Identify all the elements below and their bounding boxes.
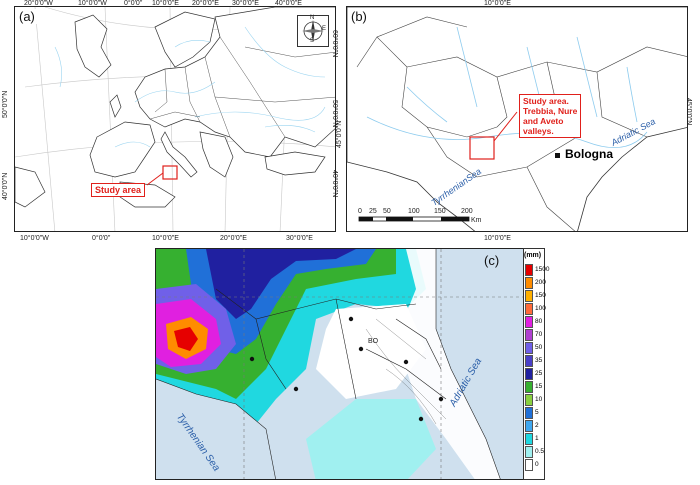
legend-label: 25 [535,370,543,377]
legend-swatch [525,420,533,432]
legend-label: 80 [535,318,543,325]
legend-swatch [525,446,533,458]
legend-label: 150 [535,292,546,299]
city-code-bo: BO [368,338,379,345]
pa-bottom-tick: 0°0'0" [92,235,111,242]
compass-rose-icon: N E S [297,15,329,47]
legend-swatch [525,407,533,419]
study-label-line: Study area. [523,96,569,106]
legend-label: 50 [535,344,543,351]
bologna-marker [555,153,560,158]
italy-map-svg [347,7,687,231]
pa-top-tick: 20°0'0"E [192,0,219,7]
pa-right-tick: 60°0'0"N [331,30,338,58]
scale-tick: 25 [369,208,377,215]
scale-tick: 0 [358,208,362,215]
study-area-arrow [146,172,164,186]
pa-bottom-tick: 20°0'0"E [220,235,247,242]
panel-b-label: (b) [349,9,369,24]
pa-bottom-tick: 10°0'0"E [152,235,179,242]
pa-top-tick: 10°0'0"W [78,0,107,7]
study-label-line: valleys. [523,126,554,136]
study-area-box [469,136,495,160]
pa-top-tick: 0°0'0" [124,0,143,7]
legend-label: 5 [535,409,539,416]
pa-top-tick: 20°0'0"W [24,0,53,7]
pa-left-tick: 50°0'0"N [2,90,9,118]
compass-letter-s: S [310,38,315,44]
study-label-line: and Aveto [523,116,564,126]
legend-label: 1500 [535,266,550,273]
scale-unit: Km [471,217,482,224]
legend-swatch [525,459,533,471]
pa-right-tick: 40°0'0"N [331,170,338,198]
compass-letter-e: E [322,26,327,32]
legend-swatch [525,277,533,289]
scale-tick: 150 [434,208,446,215]
scale-tick: 50 [383,208,391,215]
legend-swatch [525,290,533,302]
study-area-label: Study area [91,183,146,197]
panel-c-precipitation-map: (c) Adriatic Sea Tyrrhenian Sea BO [155,248,527,480]
legend-swatch [525,264,533,276]
panel-a-europe-map: (a) N E S Study area [14,6,336,232]
precipitation-map-svg [156,249,526,479]
pa-bottom-tick: 30°0'0"E [286,235,313,242]
legend-swatch [525,355,533,367]
pa-top-tick: 30°0'0"E [232,0,259,7]
legend-label: 10 [535,396,543,403]
study-area-label: Study area. Trebbia, Nure and Aveto vall… [519,94,582,138]
legend-swatch [525,329,533,341]
panel-a-label: (a) [17,9,37,24]
pb-top-tick: 10°0'0"E [484,0,511,7]
pa-bottom-tick: 10°0'0"W [20,235,49,242]
legend-swatch [525,368,533,380]
legend-label: 200 [535,279,546,286]
legend-label: 35 [535,357,543,364]
scale-tick: 200 [461,208,473,215]
legend-label: 2 [535,422,539,429]
legend-label: 100 [535,305,546,312]
legend-swatch [525,381,533,393]
legend-swatch [525,303,533,315]
compass-letter-n: N [310,15,315,21]
legend-label: 70 [535,331,543,338]
scale-tick: 100 [408,208,420,215]
legend-swatch [525,394,533,406]
legend-label: 1 [535,435,539,442]
study-area-arrow [493,111,518,142]
pb-left-tick: 45°0'0"N [336,120,343,148]
panel-b-italy-map: (b) Study area. Trebbia, Nure and Aveto … [346,6,688,232]
panel-c-label: (c) [484,253,500,268]
legend-swatch [525,433,533,445]
legend-label: 0.5 [535,448,545,455]
study-area-box [162,165,178,180]
pa-left-tick: 40°0'0"N [2,172,9,200]
legend-swatch [525,342,533,354]
pb-right-tick: 45°0'0"N [685,98,692,126]
pb-bottom-tick: 10°0'0"E [484,235,511,242]
pa-top-tick: 10°0'0"E [152,0,179,7]
legend-label: 0 [535,461,539,468]
legend-swatch [525,316,533,328]
pa-top-tick: 40°0'0"E [275,0,302,7]
study-label-line: Trebbia, Nure [523,106,578,116]
legend-label: 15 [535,383,543,390]
legend-unit: (mm) [524,252,542,259]
city-label-bologna: Bologna [565,147,613,161]
scale-bar [358,216,470,222]
europe-map-svg [15,7,335,231]
